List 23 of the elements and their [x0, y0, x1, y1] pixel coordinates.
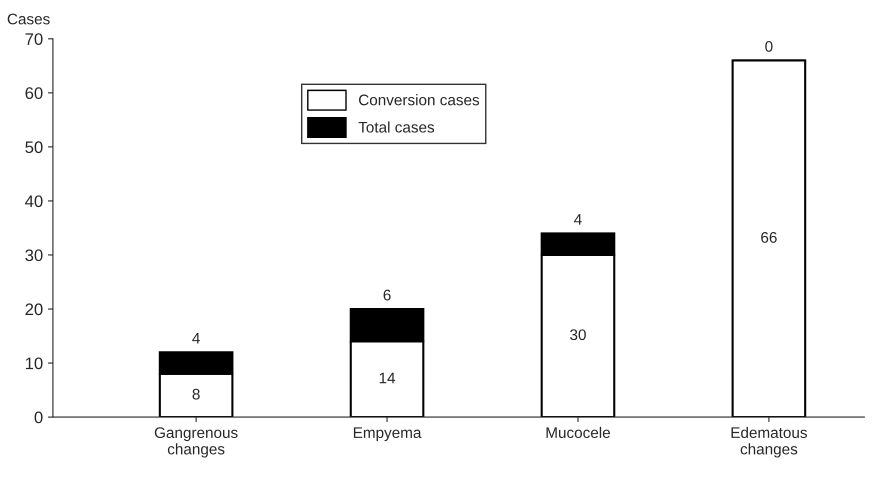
data-label: 4 — [574, 214, 582, 225]
data-label: 4 — [192, 333, 200, 344]
x-tick-label: Empyema — [354, 427, 422, 442]
y-tick-label: 0 — [34, 412, 43, 424]
x-tick-label: Edematous changes — [732, 426, 807, 458]
data-label: 30 — [570, 329, 586, 340]
y-tick-label: 20 — [26, 303, 43, 316]
y-axis-title: Cases — [8, 14, 50, 24]
legend-label: Conversion cases — [358, 94, 480, 106]
data-label: 0 — [765, 41, 773, 52]
data-label: 8 — [192, 388, 200, 400]
data-label: 14 — [380, 372, 396, 384]
data-label: 6 — [384, 290, 391, 300]
x-tick-label: Mucocele — [546, 426, 610, 438]
y-tick-label: 40 — [25, 195, 43, 208]
legend-label: Total cases — [358, 121, 434, 133]
y-tick-label: 70 — [26, 33, 43, 46]
x-tick-label: Gangrenous changes — [154, 427, 238, 458]
y-tick-label: 50 — [25, 141, 43, 154]
data-label: 66 — [761, 232, 777, 243]
y-tick-label: 30 — [25, 249, 43, 262]
y-tick-label: 10 — [26, 357, 43, 370]
y-tick-label: 60 — [26, 87, 43, 100]
